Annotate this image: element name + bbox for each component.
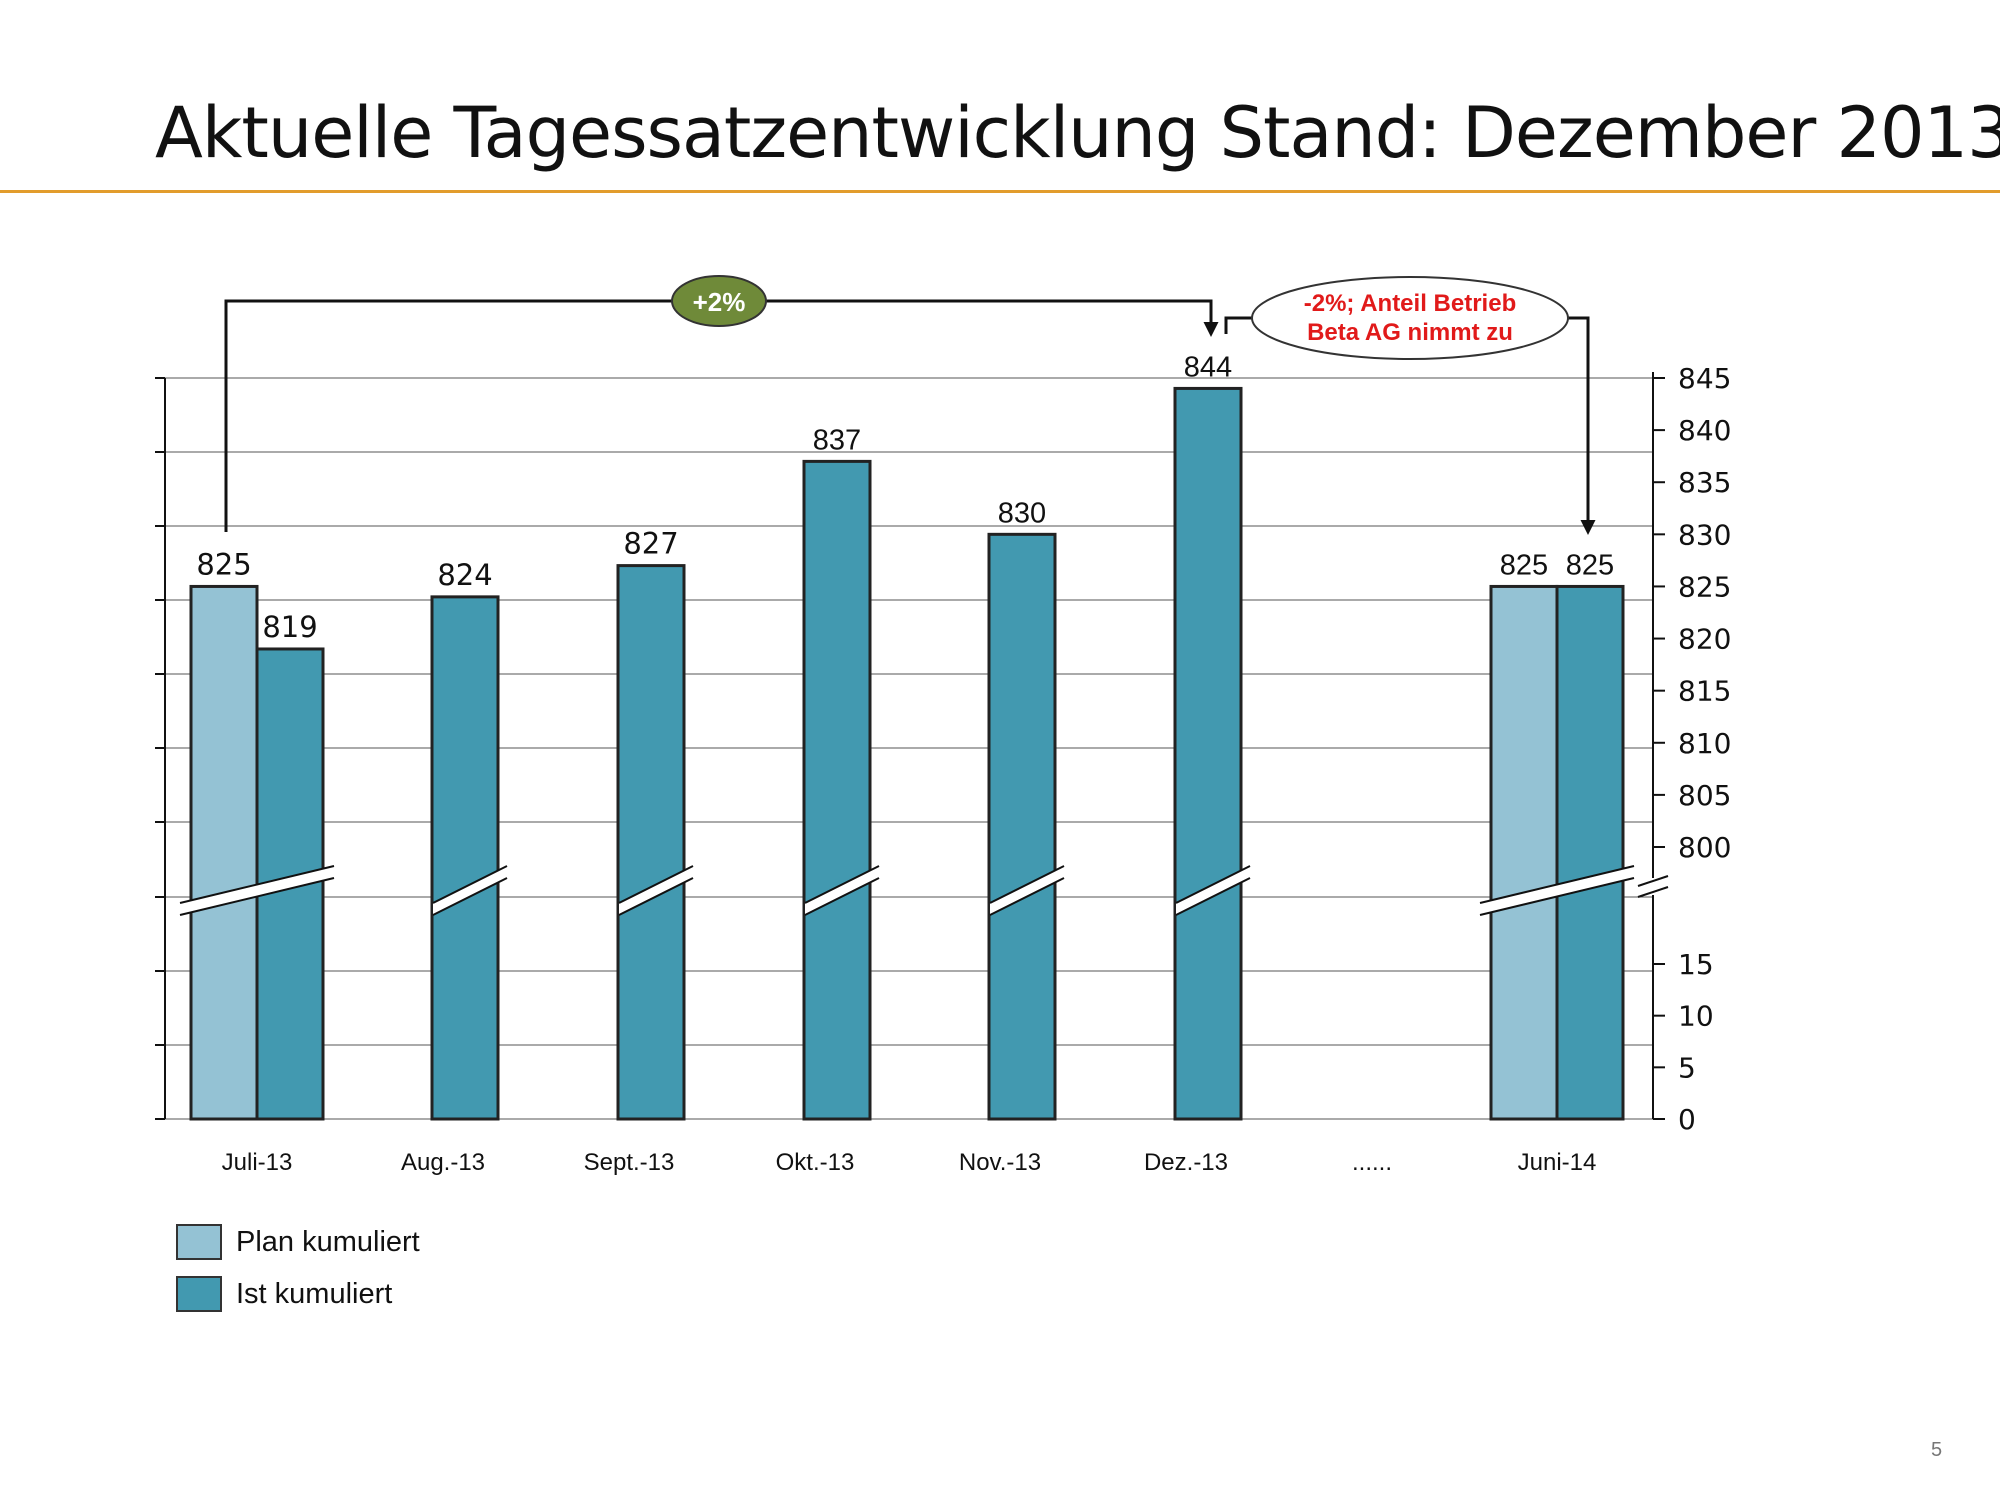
bar-break-mark bbox=[619, 866, 693, 915]
bar-break-line bbox=[1175, 877, 1251, 916]
axis-break-mark bbox=[1637, 875, 1669, 887]
legend: Plan kumuliert Ist kumuliert bbox=[176, 1222, 420, 1326]
legend-item-plan: Plan kumuliert bbox=[176, 1222, 420, 1262]
bar-break-mark bbox=[990, 866, 1064, 915]
y-tick-label: 845 bbox=[1678, 362, 1731, 395]
growth-connector bbox=[224, 299, 1219, 532]
bar-plan bbox=[1489, 584, 1559, 1121]
bar-break-line bbox=[179, 865, 335, 904]
y-tick-label: 830 bbox=[1678, 518, 1731, 551]
bar-ist bbox=[616, 564, 686, 1121]
page-title: Aktuelle Tagessatzentwicklung Stand: Dez… bbox=[155, 92, 2000, 174]
x-tick-label: Nov.-13 bbox=[959, 1149, 1041, 1176]
y-tick-label: 840 bbox=[1678, 414, 1731, 447]
growth-badge bbox=[671, 275, 767, 327]
data-label: 819 bbox=[262, 610, 317, 644]
y-tick-label: 810 bbox=[1678, 727, 1731, 760]
x-tick-label: Juli-13 bbox=[222, 1149, 293, 1176]
decline-callout bbox=[1251, 276, 1569, 360]
data-label: 824 bbox=[437, 558, 492, 592]
x-tick-label: Sept.-13 bbox=[584, 1149, 675, 1176]
bar-plan bbox=[189, 584, 259, 1121]
y-tick-label: 820 bbox=[1678, 623, 1731, 656]
y-tick-label: 10 bbox=[1678, 1000, 1714, 1033]
y-tick-label: 15 bbox=[1678, 948, 1714, 981]
bar-break-line bbox=[1479, 865, 1635, 904]
bar-break-line bbox=[432, 877, 508, 916]
x-tick-label: Dez.-13 bbox=[1144, 1149, 1228, 1176]
bar-break-line bbox=[1479, 877, 1635, 916]
legend-label-plan: Plan kumuliert bbox=[236, 1225, 420, 1258]
bar-ist bbox=[987, 532, 1057, 1121]
legend-swatch-ist bbox=[176, 1276, 222, 1312]
data-label: 825 bbox=[196, 547, 251, 581]
bar-break-line bbox=[989, 877, 1065, 916]
axis-break-mark bbox=[1637, 886, 1669, 898]
bar-break-mark bbox=[433, 866, 507, 915]
bar-break-line bbox=[989, 865, 1065, 904]
bar-break-mark bbox=[1480, 866, 1634, 915]
legend-label-ist: Ist kumuliert bbox=[236, 1277, 393, 1310]
data-label: 830 bbox=[998, 497, 1046, 529]
data-label: 827 bbox=[623, 527, 678, 561]
bar-break-mark bbox=[1176, 866, 1250, 915]
legend-item-ist: Ist kumuliert bbox=[176, 1274, 420, 1314]
bar-break-line bbox=[1175, 865, 1251, 904]
bar-break-line bbox=[804, 877, 880, 916]
bar-break-line bbox=[618, 877, 694, 916]
x-tick-label: ...... bbox=[1352, 1149, 1392, 1176]
y-tick-label: 825 bbox=[1678, 570, 1731, 603]
x-tick-label: Juni-14 bbox=[1518, 1149, 1597, 1176]
data-label: 825 bbox=[1566, 549, 1614, 581]
decline-callout-line2: Beta AG nimmt zu bbox=[1307, 319, 1513, 346]
y-tick-label: 815 bbox=[1678, 675, 1731, 708]
legend-swatch-plan bbox=[176, 1224, 222, 1260]
decline-callout-line1: -2%; Anteil Betrieb bbox=[1304, 290, 1516, 317]
page-number: 5 bbox=[1931, 1439, 1943, 1461]
y-tick-label: 0 bbox=[1678, 1103, 1696, 1136]
bar-break-line bbox=[618, 865, 694, 904]
bar-break-mark bbox=[180, 866, 334, 915]
y-tick-label: 835 bbox=[1678, 466, 1731, 499]
x-tick-label: Okt.-13 bbox=[776, 1149, 855, 1176]
bar-break-line bbox=[804, 865, 880, 904]
bar-ist bbox=[802, 459, 872, 1121]
y-tick-label: 805 bbox=[1678, 779, 1731, 812]
data-label: 844 bbox=[1184, 351, 1232, 383]
bar-ist bbox=[430, 595, 500, 1121]
title-divider bbox=[0, 190, 2000, 193]
bar-ist bbox=[1173, 386, 1243, 1121]
data-label: 837 bbox=[813, 424, 861, 456]
data-label: 825 bbox=[1500, 549, 1548, 581]
y-tick-label: 5 bbox=[1678, 1051, 1696, 1084]
bar-break-line bbox=[179, 877, 335, 916]
bar-ist bbox=[1555, 584, 1625, 1121]
y-tick-label: 800 bbox=[1678, 831, 1731, 864]
bar-break-line bbox=[432, 865, 508, 904]
bar-break-mark bbox=[805, 866, 879, 915]
x-tick-label: Aug.-13 bbox=[401, 1149, 485, 1176]
growth-badge-label: +2% bbox=[693, 287, 746, 317]
